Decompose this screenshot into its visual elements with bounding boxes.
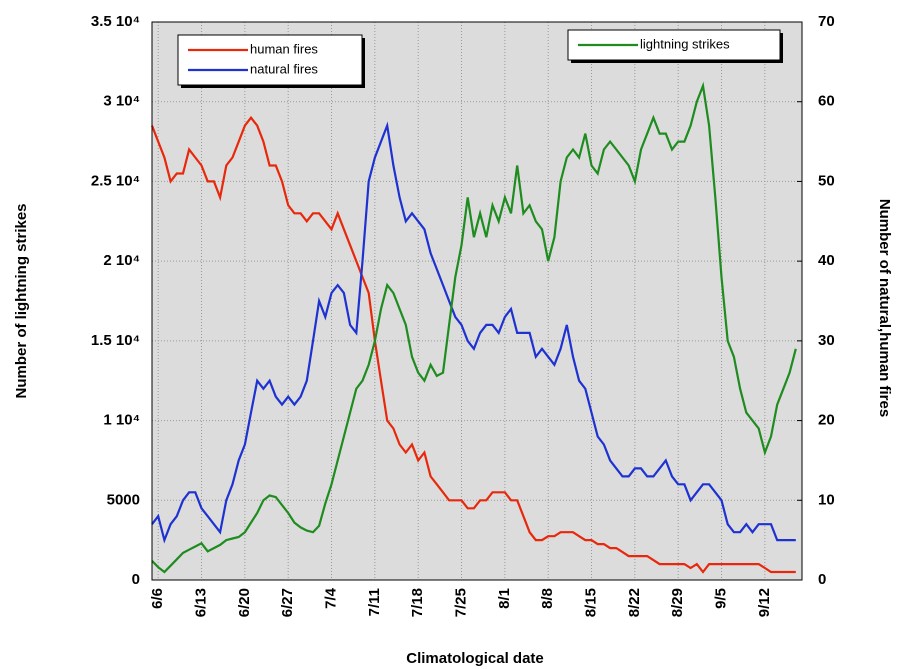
y-tick-label: 5000 [107, 491, 140, 508]
y2-tick-label: 40 [818, 252, 835, 269]
x-tick-label: 7/11 [366, 588, 383, 616]
legend-label: human fires [250, 41, 318, 56]
y2-tick-label: 70 [818, 13, 835, 30]
y2-tick-label: 20 [818, 412, 835, 429]
y-axis-label: Number of lightning strikes [13, 203, 30, 398]
x-tick-label: 6/27 [279, 588, 296, 617]
y2-tick-label: 50 [818, 172, 835, 189]
y-tick-label: 0 [132, 571, 140, 588]
x-tick-label: 9/12 [756, 588, 773, 617]
x-tick-label: 7/18 [409, 588, 426, 617]
legend-box [177, 34, 363, 86]
x-tick-label: 6/6 [149, 588, 166, 609]
y-tick-label: 3 10⁴ [103, 93, 140, 110]
series-line [150, 115, 796, 574]
y2-tick-label: 60 [818, 93, 835, 110]
y2-tick-label: 30 [818, 332, 835, 349]
y2-axis-label: Number of natural,human fires [876, 199, 893, 417]
x-tick-label: 8/29 [669, 588, 686, 617]
x-tick-label: 6/13 [192, 588, 209, 617]
plot-frame [151, 21, 803, 581]
x-axis-label: Climatological date [406, 650, 544, 667]
legend-label: natural fires [250, 61, 318, 76]
x-tick-label: 8/8 [539, 588, 556, 609]
y2-tick-label: 0 [818, 571, 826, 588]
y2-tick-label: 10 [818, 491, 835, 508]
lines [150, 81, 797, 574]
x-tick-label: 6/20 [236, 588, 253, 617]
x-tick-label: 8/1 [496, 588, 513, 609]
x-tick-label: 9/5 [712, 588, 729, 609]
y-tick-label: 1.5 10⁴ [91, 332, 140, 349]
series-line [151, 121, 796, 544]
y-tick-label: 1 10⁴ [103, 412, 140, 429]
x-tick-label: 7/25 [452, 588, 469, 617]
legend-label: lightning strikes [640, 36, 730, 51]
y-tick-label: 2 10⁴ [103, 252, 140, 269]
x-tick-label: 7/4 [322, 587, 339, 609]
x-tick-label: 8/15 [582, 588, 599, 617]
x-tick-label: 8/22 [626, 588, 643, 617]
y-tick-label: 3.5 10⁴ [91, 13, 140, 30]
plot-background [152, 22, 802, 580]
y-tick-label: 2.5 10⁴ [91, 172, 140, 189]
series-line [151, 81, 797, 574]
